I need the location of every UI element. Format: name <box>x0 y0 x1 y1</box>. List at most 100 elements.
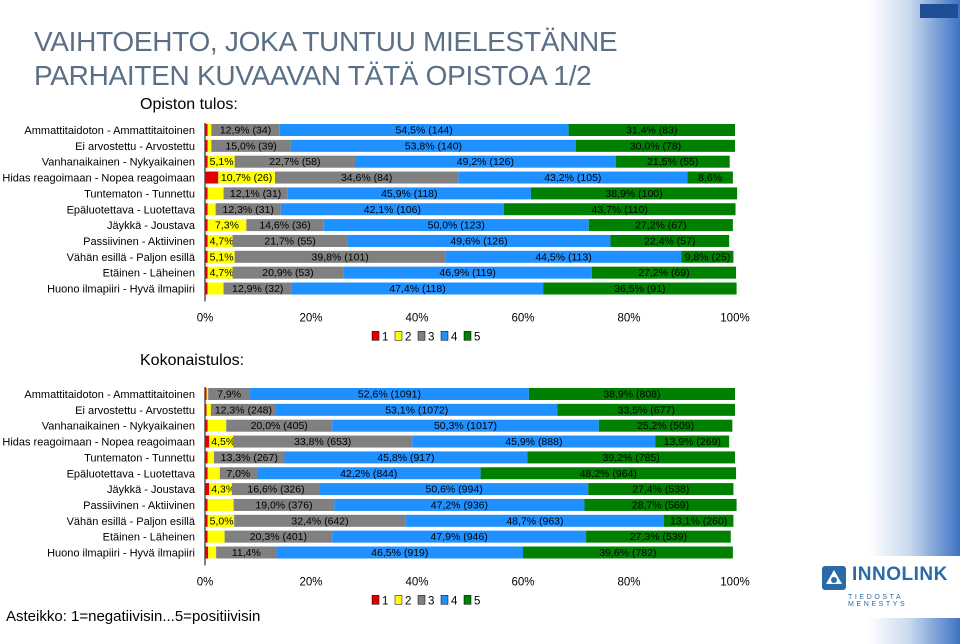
bar-segment-2 <box>209 435 234 448</box>
data-label: 43,2% (105) <box>544 172 601 184</box>
bar-segment-5 <box>598 419 733 432</box>
chart2-title: Kokonaistulos: <box>140 352 245 369</box>
data-label: 19,0% (376) <box>255 499 312 511</box>
bar-segment-5 <box>655 435 730 448</box>
category-label: Jäykkä - Joustava <box>107 484 196 496</box>
chart-kokonaistulos: Ammattitaidoton - Ammattitaitoinen 7,9% 52… <box>2 387 750 607</box>
bar-segment-1 <box>205 282 208 295</box>
bar-segment-5 <box>503 203 736 216</box>
data-label: 4,5% <box>211 436 235 448</box>
data-label: 50,0% (123) <box>428 220 485 232</box>
data-label: 15,0% (39) <box>225 140 276 152</box>
bar-segment-3 <box>223 282 292 295</box>
data-label: 27,4% (538) <box>632 484 689 496</box>
bar-segment-3 <box>274 171 459 184</box>
bar-segment-4 <box>291 282 544 295</box>
data-label: 45,9% (118) <box>381 188 437 200</box>
bar-segment-4 <box>276 546 523 559</box>
data-label: 13,3% (267) <box>221 452 278 464</box>
legend-swatch-5 <box>463 595 472 605</box>
bar-segment-2 <box>207 139 212 152</box>
data-label: 53,8% (140) <box>405 140 462 152</box>
legend-label-2: 2 <box>405 331 411 343</box>
bar-segment-3 <box>234 514 406 527</box>
category-label: Jäykkä - Joustava <box>107 220 196 232</box>
bar-segment-2 <box>206 388 209 400</box>
bar-segment-5 <box>527 451 735 464</box>
bar-segment-1 <box>205 155 208 168</box>
bar-segment-5 <box>681 250 734 263</box>
data-label: 12,9% (34) <box>220 125 271 137</box>
data-label: 32,4% (642) <box>291 515 348 527</box>
data-label: 13,1% (260) <box>670 515 727 527</box>
bar-segment-1 <box>205 124 208 136</box>
bar-segment-5 <box>576 139 735 152</box>
data-label: 38,9% (808) <box>603 389 660 401</box>
bar-segment-5 <box>584 498 737 511</box>
legend-swatch-1 <box>371 331 380 341</box>
data-label: 38,9% (100) <box>605 188 662 200</box>
data-label: 21,7% (55) <box>264 235 315 247</box>
data-label: 52,6% (1091) <box>358 389 421 401</box>
bar-segment-3 <box>233 435 413 448</box>
data-label: 21,5% (55) <box>647 156 698 168</box>
category-label: Ei arvostettu - Arvostettu <box>75 405 195 417</box>
category-label: Vähän esillä - Paljon esillä <box>67 252 196 264</box>
bar-segment-1 <box>205 388 207 400</box>
bar-segment-2 <box>218 171 275 184</box>
category-label: Vanhanaikainen - Nykyaikainen <box>42 421 195 433</box>
x-tick-label: 0% <box>197 312 214 324</box>
bar-segment-2 <box>207 124 212 136</box>
data-label: 45,8% (917) <box>377 452 434 464</box>
bar-segment-1 <box>205 514 208 527</box>
data-label: 33,5% (677) <box>618 404 675 416</box>
bar-segment-4 <box>280 203 504 216</box>
bar-segment-5 <box>568 124 735 136</box>
data-label: 10,7% (26) <box>221 172 272 184</box>
data-label: 47,4% (118) <box>389 283 445 295</box>
bar-segment-4 <box>250 388 529 400</box>
legend-label-1: 1 <box>382 595 388 607</box>
bar-segment-1 <box>205 403 207 416</box>
bar-segment-2 <box>207 155 235 168</box>
bar-segment-1 <box>205 139 208 152</box>
category-label: Etäinen - Läheinen <box>103 268 195 280</box>
data-label: 22,7% (58) <box>269 156 320 168</box>
bar-segment-5 <box>523 546 733 559</box>
data-label: 28,7% (569) <box>632 499 689 511</box>
category-label: Vanhanaikainen - Nykyaikainen <box>42 157 195 169</box>
bar-segment-5 <box>543 282 737 295</box>
data-label: 53,1% (1072) <box>385 404 448 416</box>
page-title-line-2: PARHAITEN KUVAAVAN TÄTÄ OPISTOA 1/2 <box>34 60 592 91</box>
data-label: 49,2% (126) <box>457 156 514 168</box>
legend-swatch-2 <box>394 331 403 341</box>
bar-segment-4 <box>332 530 587 543</box>
data-label: 5,1% <box>210 251 234 263</box>
bar-segment-2 <box>206 403 211 416</box>
legend-swatch-4 <box>440 595 449 605</box>
data-label: 34,6% (84) <box>341 172 392 184</box>
bar-segment-2 <box>207 250 235 263</box>
legend-swatch-5 <box>463 331 472 341</box>
x-tick-label: 80% <box>617 312 640 324</box>
data-label: 22,4% (57) <box>644 235 695 247</box>
bar-segment-2 <box>207 498 234 511</box>
bar-segment-5 <box>530 187 738 200</box>
data-label: 20,0% (405) <box>251 420 308 432</box>
data-label: 39,8% (101) <box>312 251 369 263</box>
data-label: 48,7% (963) <box>506 515 563 527</box>
data-label: 50,6% (994) <box>425 484 482 496</box>
legend-swatch-3 <box>417 331 426 341</box>
bar-segment-5 <box>557 403 735 416</box>
data-label: 44,5% (113) <box>535 251 591 263</box>
bar-segment-3 <box>223 187 288 200</box>
data-label: 54,5% (144) <box>396 125 453 137</box>
category-label: Vähän esillä - Paljon esillä <box>67 516 196 528</box>
legend-label-5: 5 <box>474 331 480 343</box>
x-tick-label: 40% <box>405 312 428 324</box>
data-label: 48,2% (964) <box>580 468 637 480</box>
category-label: Passiivinen - Aktiivinen <box>83 500 195 512</box>
data-label: 5,1% <box>210 156 234 168</box>
bar-segment-5 <box>591 266 737 279</box>
bar-segment-4 <box>276 403 558 416</box>
